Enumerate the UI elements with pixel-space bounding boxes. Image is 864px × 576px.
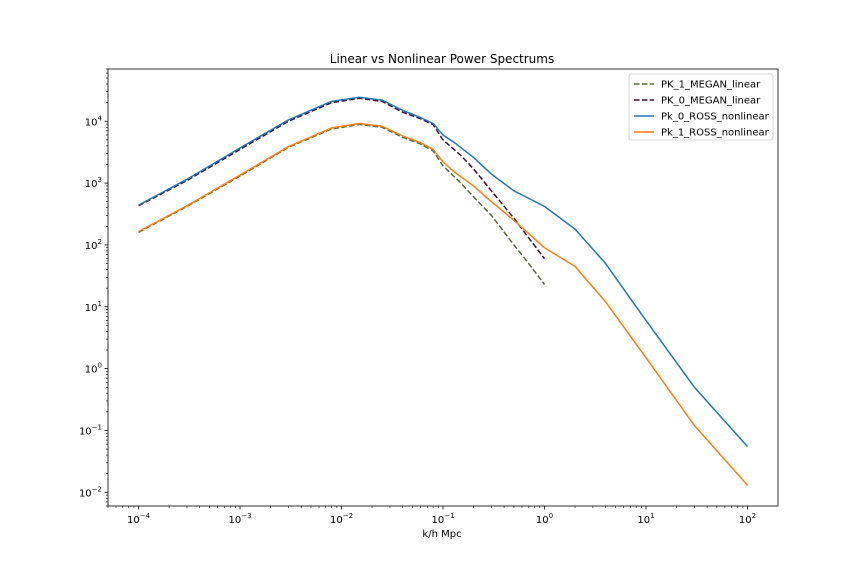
series-line-1 (138, 97, 546, 260)
legend: PK_1_MEGAN_linear PK_0_MEGAN_linear Pk_0_R… (628, 73, 774, 141)
y-tick-label: 101 (85, 300, 102, 314)
legend-label: PK_0_MEGAN_linear (661, 96, 761, 107)
series-line-3 (138, 122, 749, 486)
y-tick-label: 103 (85, 176, 102, 190)
x-axis-label: k/h Mpc (422, 529, 461, 540)
legend-label: Pk_0_ROSS_nonlinear (661, 112, 770, 123)
y-tick-label: 102 (85, 238, 102, 252)
x-tick-label: 100 (536, 512, 553, 526)
y-axis-ticks: 10−2 10−1 100 101 102 103 104 (79, 68, 108, 507)
x-tick-label: 10−2 (330, 512, 353, 526)
y-tick-label: 10−2 (79, 485, 102, 499)
x-tick-label: 10−3 (229, 512, 252, 526)
x-tick-label: 10−1 (431, 512, 454, 526)
x-tick-label: 10−4 (127, 512, 151, 526)
series-line-0 (138, 123, 546, 285)
x-tick-label: 101 (637, 512, 654, 526)
chart-title: Linear vs Nonlinear Power Spectrums (330, 52, 554, 66)
series-line-2 (138, 96, 749, 448)
y-tick-label: 104 (85, 114, 103, 128)
x-tick-label: 102 (739, 512, 756, 526)
series-layer (138, 96, 749, 486)
legend-box (628, 73, 774, 141)
x-axis-ticks: 10−4 10−3 10−2 10−1 100 101 102 (107, 506, 756, 526)
y-tick-label: 100 (85, 362, 102, 376)
legend-label: Pk_1_ROSS_nonlinear (661, 128, 770, 139)
y-tick-label: 10−1 (79, 423, 102, 437)
legend-label: PK_1_MEGAN_linear (661, 80, 761, 91)
